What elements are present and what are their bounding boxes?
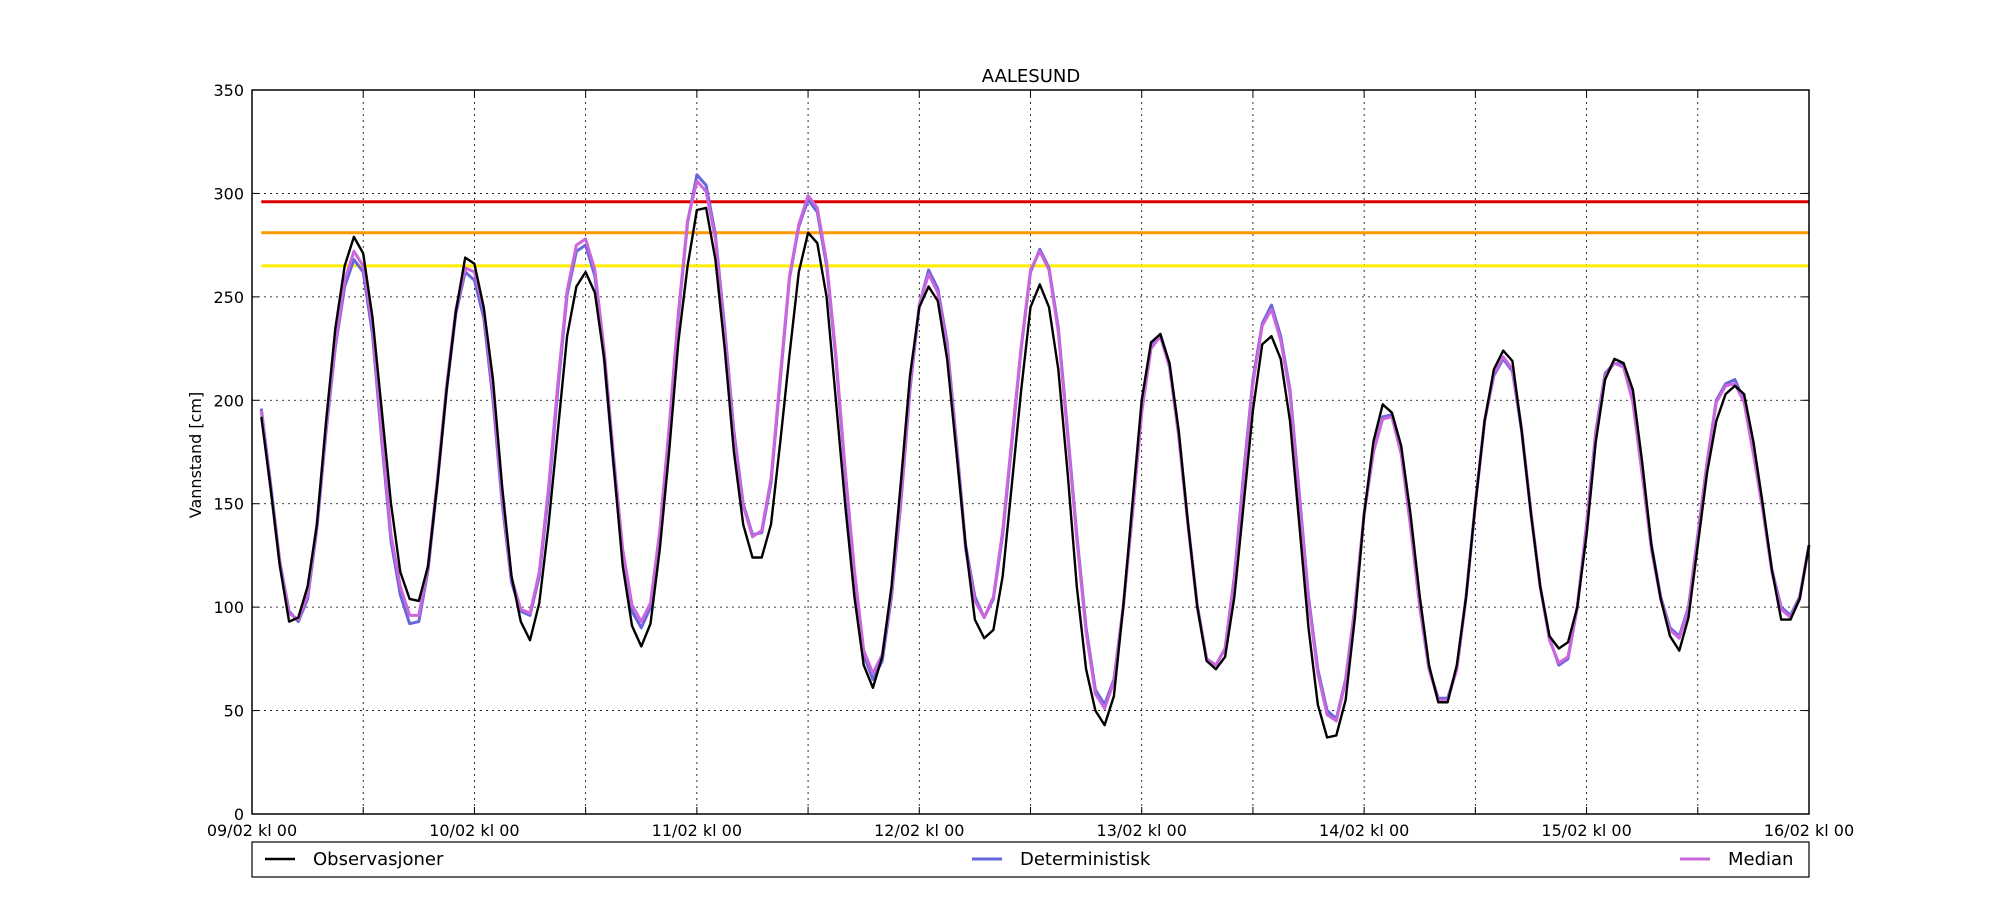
y-tick-label: 250 <box>213 288 244 307</box>
chart-title: AALESUND <box>982 66 1080 87</box>
y-tick-label: 200 <box>213 391 244 410</box>
x-tick-label: 15/02 kl 00 <box>1541 821 1631 840</box>
grid <box>252 90 1809 814</box>
x-tick-label: 09/02 kl 00 <box>207 821 297 840</box>
legend-label-deterministisk: Deterministisk <box>1020 849 1151 870</box>
y-axis-label: Vannstand [cm] <box>186 392 205 518</box>
legend: Observasjoner Deterministisk Median <box>251 841 1810 878</box>
legend-label-observasjoner: Observasjoner <box>313 849 444 870</box>
axes: 0 50 100 150 200 250 300 350 09/02 kl 00 10/02 kl… <box>207 81 1854 840</box>
x-tick-label: 13/02 kl 00 <box>1097 821 1187 840</box>
series-lines <box>259 173 1811 739</box>
x-tick-label: 11/02 kl 00 <box>652 821 742 840</box>
series-line-deterministisk <box>259 173 1811 721</box>
y-tick-label: 300 <box>213 184 244 203</box>
legend-box <box>251 841 1810 878</box>
y-tick-label: 50 <box>224 702 244 721</box>
x-tick-label: 10/02 kl 00 <box>429 821 519 840</box>
x-tick-label: 14/02 kl 00 <box>1319 821 1409 840</box>
series-line-median <box>259 179 1811 723</box>
series-line-observasjoner <box>260 206 1811 739</box>
y-tick-label: 150 <box>213 495 244 514</box>
y-tick-label: 350 <box>213 81 244 100</box>
y-tick-label: 100 <box>213 598 244 617</box>
y-tick-label: 0 <box>234 805 244 824</box>
threshold-lines <box>261 200 1809 268</box>
legend-label-median: Median <box>1728 849 1793 870</box>
x-tick-label: 16/02 kl 00 <box>1764 821 1854 840</box>
x-tick-label: 12/02 kl 00 <box>874 821 964 840</box>
